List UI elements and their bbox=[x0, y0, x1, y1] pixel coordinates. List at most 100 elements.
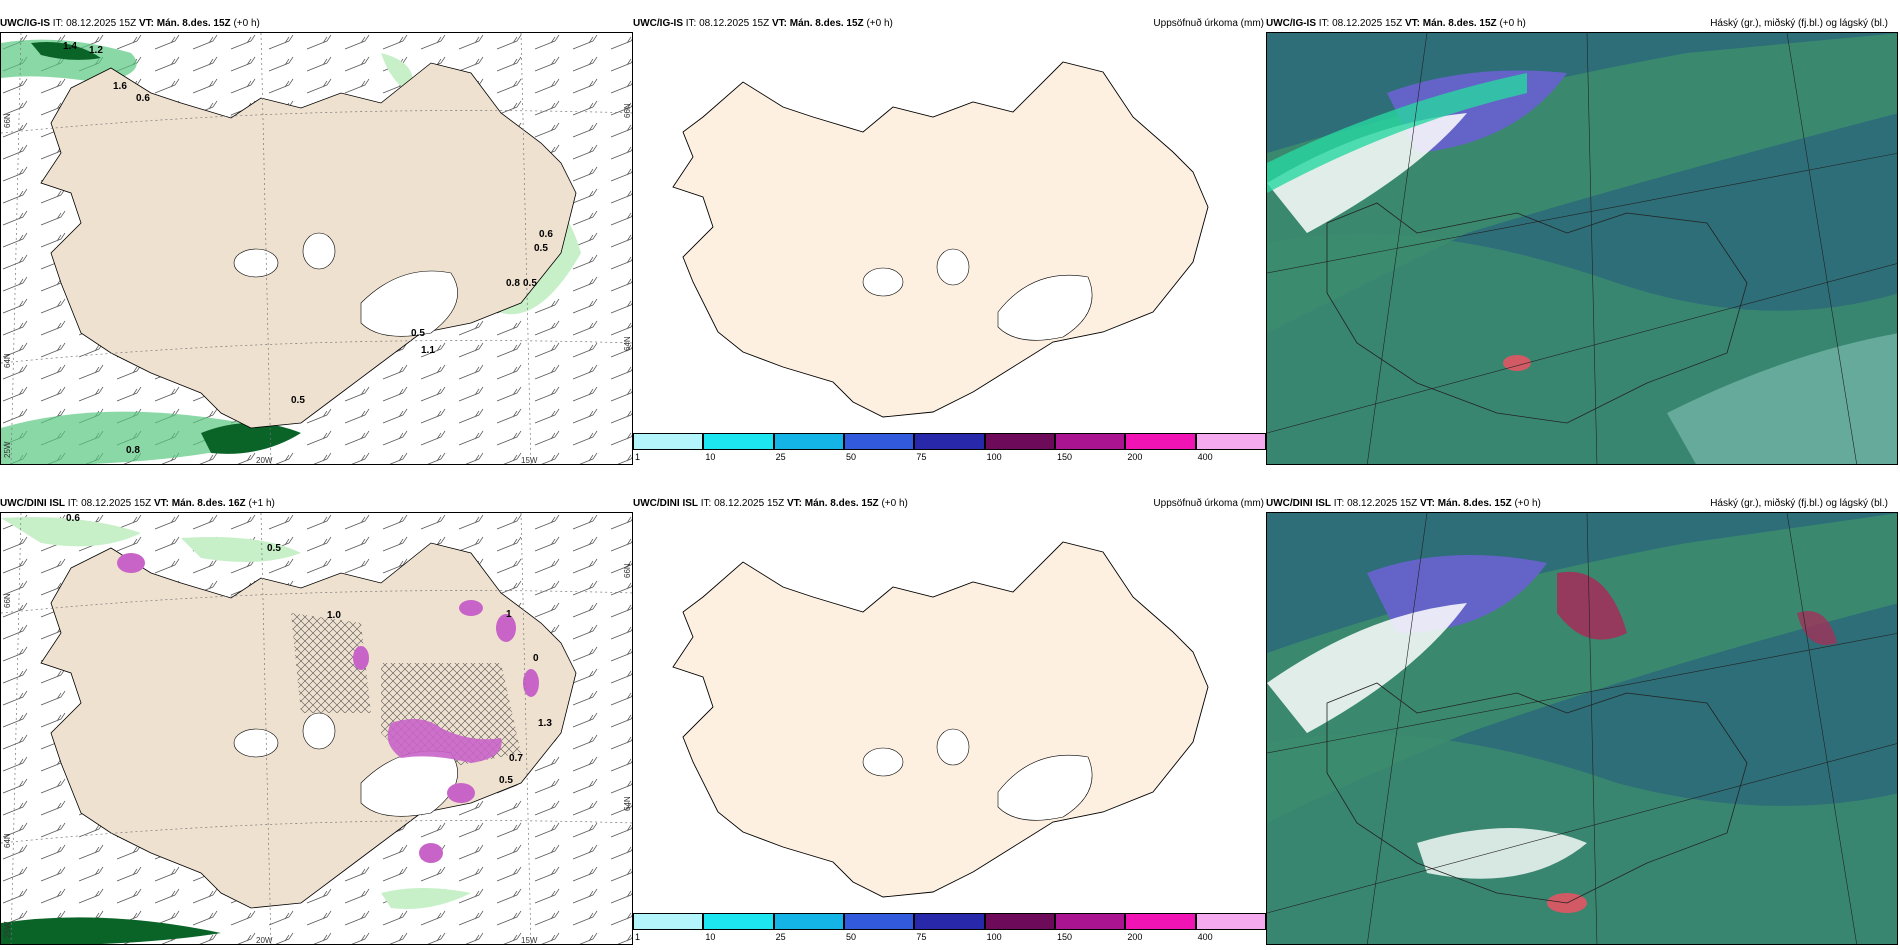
panel-header: UWC/IG-IS IT: 08.12.2025 15Z VT: Mán. 8.… bbox=[633, 18, 893, 32]
precip-area bbox=[181, 537, 301, 562]
colorbar-swatch bbox=[844, 913, 915, 930]
it-value: 08.12.2025 15Z bbox=[66, 18, 137, 29]
precip-value: 0.5 bbox=[499, 775, 513, 786]
snow-precip bbox=[523, 669, 539, 697]
lat-label: 66N bbox=[3, 113, 12, 128]
precip-value: 0.5 bbox=[411, 328, 425, 339]
precip-value: 0.8 bbox=[126, 445, 140, 456]
colorbar-swatch bbox=[773, 433, 844, 450]
graticule bbox=[10, 513, 22, 944]
colorbar-tick: 1 bbox=[635, 452, 641, 462]
map-svg bbox=[1, 33, 632, 464]
panel-header: UWC/DINI ISL IT: 08.12.2025 15Z VT: Mán.… bbox=[1266, 498, 1541, 512]
it-value: 08.12.2025 15Z bbox=[699, 18, 770, 29]
glacier bbox=[233, 728, 279, 758]
precip-value: 1.6 bbox=[113, 81, 127, 92]
graticule bbox=[10, 33, 22, 464]
precip-value: 0.5 bbox=[291, 395, 305, 406]
colorbar-tick: 25 bbox=[775, 932, 786, 942]
iceland-landmass bbox=[672, 61, 1209, 418]
lat-label: 64N bbox=[3, 833, 12, 848]
precip-value: 0.6 bbox=[66, 513, 80, 524]
lat-label: 66N bbox=[623, 103, 632, 118]
model-name: UWC/IG-IS bbox=[633, 18, 683, 29]
precip-value: 0 bbox=[533, 653, 539, 664]
it-label: IT: bbox=[1318, 18, 1330, 29]
graticule bbox=[1, 820, 632, 844]
precip-area bbox=[1, 517, 141, 547]
map-title: Háský (gr.), miðský (fj.bl.) og lágský (… bbox=[1710, 498, 1888, 509]
panel-top-middle: UWC/IG-IS IT: 08.12.2025 15Z VT: Mán. 8.… bbox=[633, 18, 1266, 465]
glacier bbox=[862, 267, 904, 297]
vt-label: VT: bbox=[153, 498, 169, 509]
graticule bbox=[1267, 513, 1897, 944]
colorbar-tick: 150 bbox=[1057, 452, 1073, 462]
lon-label: 15W bbox=[521, 456, 538, 465]
cloud-map[interactable] bbox=[1266, 512, 1898, 945]
model-name: UWC/DINI ISL bbox=[633, 498, 698, 509]
colorbar-swatch bbox=[914, 913, 985, 930]
precip-value: 1.3 bbox=[538, 718, 552, 729]
vt-value: Mán. 8.des. 15Z bbox=[156, 18, 231, 29]
map-svg bbox=[672, 61, 1209, 418]
glacier bbox=[862, 747, 904, 777]
offset: (+0 h) bbox=[881, 498, 908, 509]
panel-bottom-middle: UWC/DINI ISL IT: 08.12.2025 15Z VT: Mán.… bbox=[633, 498, 1266, 945]
panel-top-right: UWC/IG-IS IT: 08.12.2025 15Z VT: Mán. 8.… bbox=[1266, 18, 1900, 465]
colorbar-tick: 50 bbox=[846, 932, 857, 942]
colorbar-swatch bbox=[984, 913, 1055, 930]
colorbar-swatch bbox=[984, 433, 1055, 450]
lat-label: 25W bbox=[3, 441, 12, 458]
lat-label: 64N bbox=[623, 796, 632, 811]
lat-label: 64N bbox=[623, 336, 632, 351]
vt-value: Mán. 8.des. 15Z bbox=[1437, 498, 1512, 509]
precip-value: 0.5 bbox=[523, 278, 537, 289]
glacier bbox=[302, 232, 336, 270]
accumulated-precip-map[interactable] bbox=[633, 512, 1266, 912]
low-cloud bbox=[1267, 734, 1897, 944]
model-name: UWC/IG-IS bbox=[0, 18, 50, 29]
graticule bbox=[1, 110, 632, 134]
precip-value: 0.7 bbox=[509, 753, 523, 764]
cloud-map[interactable] bbox=[1266, 32, 1898, 465]
precip-wind-map[interactable]: 0.6 0.5 1.0 1 0 1.3 0.7 0.5 66N 64N 25W … bbox=[0, 512, 633, 945]
it-label: IT: bbox=[1333, 498, 1345, 509]
panel-top-left: UWC/IG-IS IT: 08.12.2025 15Z VT: Mán. 8.… bbox=[0, 18, 633, 465]
colorbar-swatch bbox=[844, 433, 915, 450]
lon-label: 20W bbox=[256, 936, 273, 945]
glacier bbox=[360, 750, 458, 817]
colorbar-swatch bbox=[703, 433, 774, 450]
high-cloud bbox=[1417, 828, 1587, 879]
precip-value: 1.2 bbox=[89, 45, 103, 56]
map-svg bbox=[672, 541, 1209, 898]
colorbar-tick: 400 bbox=[1197, 932, 1213, 942]
iceland-outline bbox=[1326, 682, 1748, 904]
map-svg bbox=[1267, 33, 1897, 464]
high-cloud bbox=[1267, 73, 1527, 193]
colorbar-swatch bbox=[633, 433, 704, 450]
iceland-landmass bbox=[672, 541, 1209, 898]
model-name: UWC/IG-IS bbox=[1266, 18, 1316, 29]
high-cloud bbox=[1267, 603, 1467, 733]
snow-precip bbox=[353, 646, 369, 670]
iceland-outline bbox=[1326, 202, 1748, 424]
lon-label: 15W bbox=[521, 936, 538, 945]
precip-colorbar: 1 10 25 50 75 100 150 200 400 bbox=[633, 913, 1266, 943]
glacier bbox=[997, 754, 1093, 821]
colorbar-swatch bbox=[1195, 913, 1266, 930]
accumulated-precip-map[interactable] bbox=[633, 32, 1266, 432]
precip-wind-map[interactable]: 1.4 1.2 1.6 0.6 0.6 0.5 0.8 0.5 0.5 1.1 … bbox=[0, 32, 633, 465]
precip-value: 0.5 bbox=[534, 243, 548, 254]
colorbar-swatch bbox=[1055, 913, 1126, 930]
panel-header: UWC/DINI ISL IT: 08.12.2025 15Z VT: Mán.… bbox=[633, 498, 908, 512]
glacier bbox=[936, 248, 970, 286]
colorbar-tick: 150 bbox=[1057, 932, 1073, 942]
snow-precip bbox=[419, 843, 443, 863]
graticule bbox=[1, 340, 632, 364]
colorbar-tick: 10 bbox=[705, 452, 716, 462]
lat-label: 66N bbox=[623, 563, 632, 578]
precip-colorbar: 1 10 25 50 75 100 150 200 400 bbox=[633, 433, 1266, 463]
vt-label: VT: bbox=[786, 498, 802, 509]
low-cloud bbox=[1667, 333, 1897, 464]
colorbar-swatch bbox=[1125, 913, 1196, 930]
